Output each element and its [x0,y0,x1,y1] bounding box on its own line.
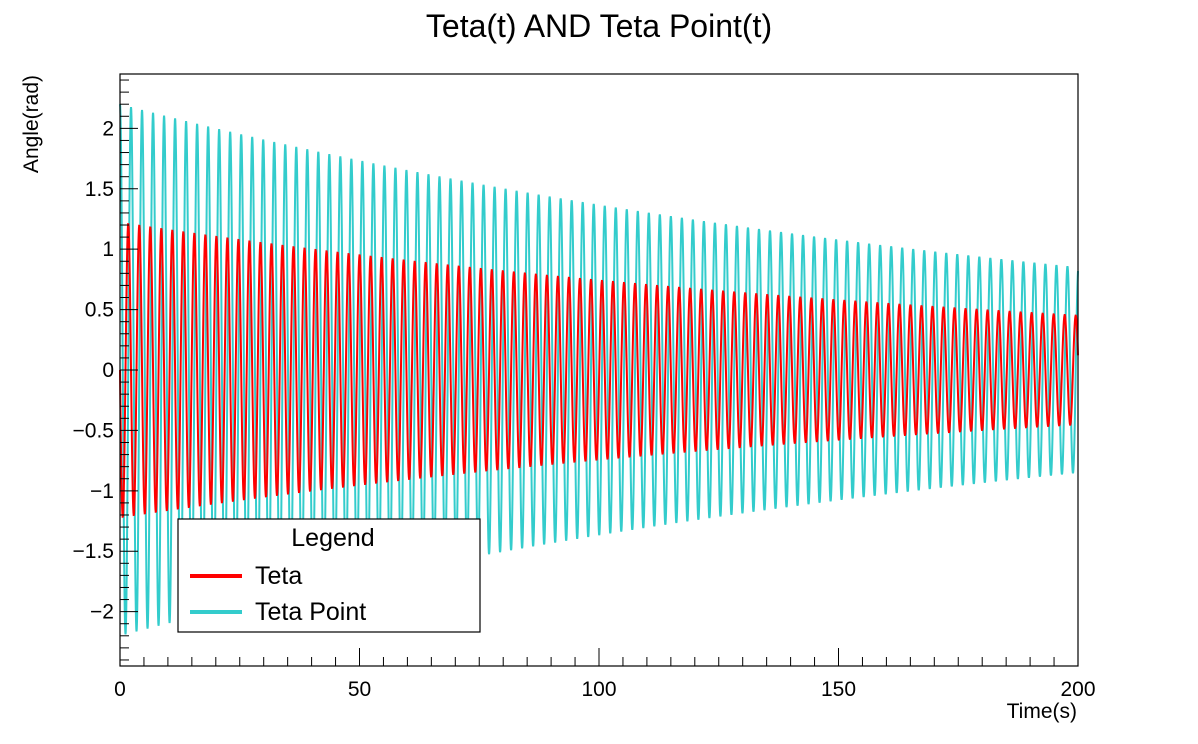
y-axis-label: Angle(rad) [20,75,43,173]
y-tick-label: 1 [102,238,114,261]
x-tick-label: 0 [114,678,126,701]
y-tick-label: 0.5 [85,299,114,322]
y-tick-label: −1 [90,480,114,503]
x-axis-ticks: 0 50 100 150 200 [114,648,1096,701]
chart-title: Teta(t) AND Teta Point(t) [426,8,772,44]
series-line-teta [119,223,1079,518]
legend-label-teta-point: Teta Point [255,598,366,626]
y-tick-label: 1.5 [85,178,114,201]
x-axis-label: Time(s) [1007,700,1077,723]
x-tick-label: 150 [821,678,856,701]
legend-label-teta: Teta [255,562,302,590]
y-tick-label: −0.5 [73,419,114,442]
y-tick-label: −2 [90,601,114,624]
legend: Legend Teta Teta Point [177,518,481,633]
legend-title: Legend [291,524,374,552]
y-tick-label: 0 [102,359,114,382]
x-tick-label: 200 [1060,678,1095,701]
x-tick-label: 50 [348,678,371,701]
x-tick-label: 100 [581,678,616,701]
y-axis-ticks: −2 −1.5 −1 −0.5 0 0.5 1 1.5 2 [73,79,138,661]
y-tick-label: 2 [102,117,114,140]
y-tick-label: −1.5 [73,540,114,563]
